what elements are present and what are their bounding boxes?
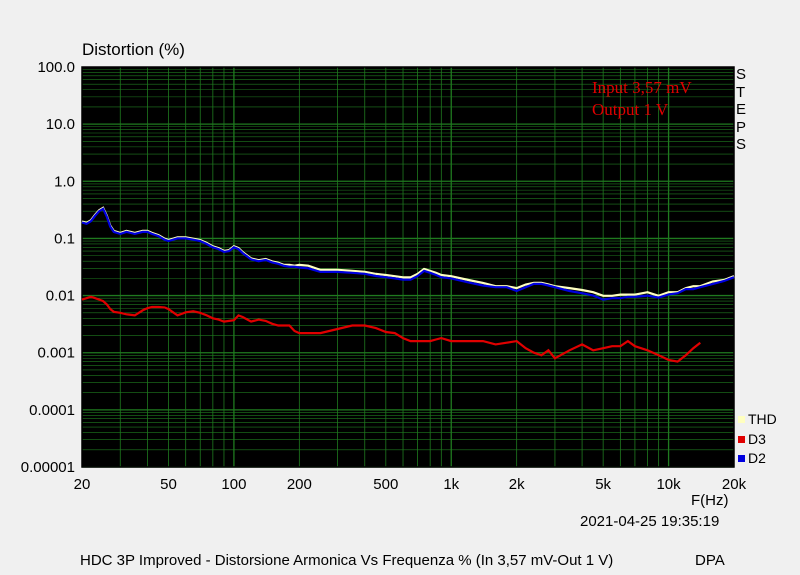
y-tick-label: 0.01 bbox=[46, 288, 75, 305]
legend-item-d2: D2 bbox=[738, 450, 766, 466]
y-tick-labels: 100.0 10.0 1.0 0.1 0.01 0.001 0.0001 0.00001 bbox=[21, 59, 75, 476]
legend-swatch-thd bbox=[738, 416, 745, 423]
steps-letter: E bbox=[736, 101, 747, 118]
legend-label-d3: D3 bbox=[748, 431, 766, 447]
y-tick-label: 0.00001 bbox=[21, 459, 75, 476]
plot-frame bbox=[81, 66, 735, 468]
y-tick-label: 10.0 bbox=[46, 116, 75, 133]
y-tick-label: 1.0 bbox=[54, 173, 75, 190]
footer-brand: DPA bbox=[695, 552, 725, 569]
x-tick-labels: 20 50 100 200 500 1k 2k 5k 10k 20k bbox=[74, 476, 747, 493]
series-line-d3 bbox=[81, 295, 701, 363]
annotation-text: Output 1 V bbox=[592, 100, 669, 119]
x-tick-label: 500 bbox=[373, 476, 398, 493]
x-tick-label: 2k bbox=[509, 476, 525, 493]
x-tick-label: 5k bbox=[595, 476, 611, 493]
legend-item-thd: THD bbox=[738, 411, 777, 427]
x-tick-label: 50 bbox=[160, 476, 177, 493]
y-tick-label: 0.1 bbox=[54, 230, 75, 247]
series-layer bbox=[81, 206, 735, 363]
plot-area bbox=[82, 67, 734, 467]
legend-item-d3: D3 bbox=[738, 431, 766, 447]
y-axis-title: Distortion (%) bbox=[82, 40, 185, 59]
series-line-d2 bbox=[81, 207, 735, 301]
steps-letter: S bbox=[736, 136, 747, 153]
annotation-layer: Input 3,57 mV Output 1 V bbox=[592, 78, 692, 119]
y-tick-label: 0.001 bbox=[37, 345, 75, 362]
y-tick-label: 0.0001 bbox=[29, 402, 75, 419]
annotation-text: Input 3,57 mV bbox=[592, 78, 692, 97]
timestamp: 2021-04-25 19:35:19 bbox=[580, 513, 720, 530]
x-tick-label: 1k bbox=[443, 476, 459, 493]
legend-swatch-d3 bbox=[738, 436, 745, 443]
x-tick-label: 10k bbox=[656, 476, 681, 493]
x-axis-title: F(Hz) bbox=[691, 492, 729, 509]
legend-swatch-d2 bbox=[738, 455, 745, 462]
x-tick-label: 20k bbox=[722, 476, 747, 493]
legend-label-thd: THD bbox=[748, 411, 777, 427]
legend-label-d2: D2 bbox=[748, 450, 766, 466]
y-tick-label: 100.0 bbox=[37, 59, 75, 76]
footer-title: HDC 3P Improved - Distorsione Armonica V… bbox=[80, 552, 614, 569]
x-tick-label: 20 bbox=[74, 476, 91, 493]
steps-letter: T bbox=[736, 83, 746, 101]
steps-letter: S bbox=[736, 66, 747, 83]
steps-label: S T E P S bbox=[736, 66, 750, 154]
steps-letter: P bbox=[736, 118, 747, 136]
x-tick-label: 200 bbox=[287, 476, 312, 493]
x-tick-label: 100 bbox=[221, 476, 246, 493]
plot-background bbox=[82, 67, 734, 467]
